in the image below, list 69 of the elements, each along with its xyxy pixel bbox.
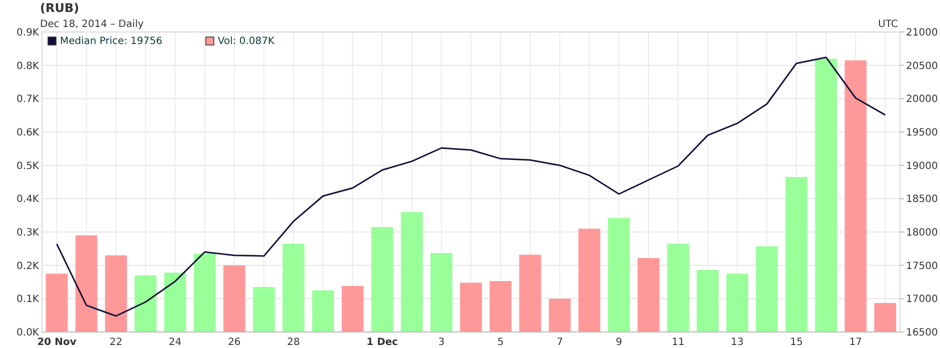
bar — [223, 265, 246, 332]
bar — [430, 253, 452, 332]
y-tick-label: 0.9K — [16, 28, 40, 38]
x-tick-label: 24 — [168, 337, 182, 348]
bar — [696, 270, 719, 332]
bar — [726, 274, 748, 332]
bar — [844, 60, 867, 332]
y-tick-label: 0.0K — [16, 328, 40, 338]
bar — [105, 255, 127, 332]
bar — [608, 218, 630, 332]
bar — [75, 235, 98, 332]
x-tick-label: 7 — [556, 337, 563, 348]
x-tick-label: 1 Dec — [366, 337, 398, 348]
bar — [252, 287, 275, 332]
y-tick-label: 0.1K — [16, 294, 40, 306]
x-tick-label: 13 — [730, 337, 744, 348]
y2-tick-label: 19500 — [906, 128, 938, 138]
y2-tick-label: 20500 — [906, 60, 938, 72]
bar — [490, 281, 512, 332]
bar — [134, 275, 156, 332]
bar — [46, 274, 68, 332]
x-tick-label: 5 — [497, 337, 504, 348]
y2-tick-label: 17000 — [906, 294, 938, 306]
chart-subtitle: Dec 18, 2014 – Daily — [40, 19, 144, 30]
x-tick-label: 26 — [228, 337, 241, 348]
bar — [519, 254, 542, 332]
bar — [312, 290, 334, 332]
y-tick-label: 0.6K — [16, 128, 40, 138]
bar — [282, 244, 304, 332]
y-tick-label: 0.2K — [16, 260, 40, 272]
bar — [460, 282, 482, 332]
bar — [815, 58, 837, 332]
x-tick-label: 22 — [110, 337, 122, 348]
y-tick-label: 0.4K — [16, 194, 40, 206]
y2-tick-label: 17500 — [906, 260, 938, 272]
y-tick-label: 0.7K — [16, 94, 40, 106]
y-tick-label: 0.3K — [16, 228, 40, 238]
line-series — [56, 56, 886, 317]
y2-tick-label: 18500 — [906, 194, 938, 206]
bar — [578, 228, 600, 332]
x-tick-label: 20 Nov — [37, 337, 77, 348]
bar — [194, 254, 216, 332]
x-tick-label: 9 — [616, 337, 622, 348]
bar — [548, 298, 571, 332]
bar — [342, 286, 364, 332]
y2-tick-label: 21000 — [906, 28, 938, 38]
text: UTC — [878, 19, 898, 30]
x-tick-label: 15 — [790, 337, 803, 348]
x-tick-label: 3 — [438, 337, 445, 348]
y2-tick-label: 18000 — [906, 228, 938, 238]
x-tick-label: 11 — [672, 337, 684, 348]
bar — [638, 258, 660, 332]
bar — [400, 212, 423, 332]
x-tick-label: 28 — [287, 337, 300, 348]
y2-tick-label: 19000 — [906, 160, 938, 172]
y-tick-label: 0.8K — [16, 60, 40, 72]
legend-label: Vol: 0.087K — [218, 36, 275, 47]
y-tick-label: 0.5K — [16, 160, 40, 172]
bar — [874, 303, 896, 332]
x-tick-label: 17 — [849, 337, 862, 348]
bar — [756, 246, 778, 332]
legend-label: Median Price: 19756 — [60, 36, 162, 47]
bar — [786, 177, 808, 332]
bar — [371, 227, 394, 332]
y2-tick-label: 16500 — [906, 328, 938, 338]
bar — [164, 272, 186, 332]
chart-title: (RUB) — [40, 1, 80, 15]
bar — [667, 244, 690, 332]
y2-tick-label: 20000 — [906, 94, 938, 106]
